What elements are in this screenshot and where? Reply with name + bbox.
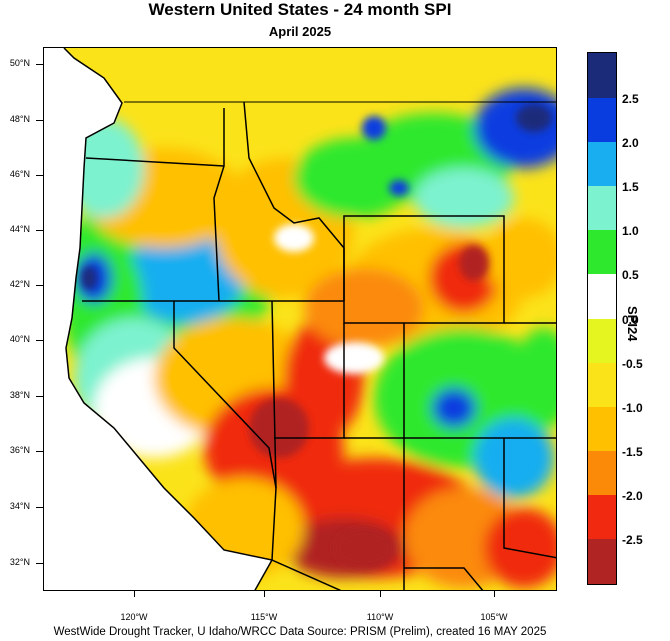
colorbar-label: 2.0 [622, 136, 639, 150]
colorbar-segment [588, 230, 616, 274]
lat-label-46: 46°N [9, 169, 30, 179]
lon-tick [380, 591, 381, 597]
lat-label-40: 40°N [9, 334, 30, 344]
lat-label-32: 32°N [9, 557, 30, 567]
lat-tick [36, 175, 43, 176]
lat-tick [36, 64, 43, 65]
lon-tick [264, 591, 265, 597]
lat-label-44: 44°N [9, 224, 30, 234]
lat-tick [36, 120, 43, 121]
colorbar-label: -2.0 [622, 489, 643, 503]
spi-colorbar [587, 52, 617, 585]
lat-label-38: 38°N [9, 390, 30, 400]
lat-label-50: 50°N [9, 58, 30, 68]
colorbar-segment [588, 142, 616, 186]
colorbar-label: 2.5 [622, 92, 639, 106]
colorbar-label: 1.0 [622, 224, 639, 238]
colorbar-segment [588, 274, 616, 319]
lon-label-115: 115°W [250, 612, 278, 622]
colorbar-segment [588, 539, 616, 584]
colorbar-label: 0.0 [622, 313, 639, 327]
lat-label-34: 34°N [9, 501, 30, 511]
colorbar-segment [588, 319, 616, 363]
state-borders [63, 48, 556, 590]
colorbar-segment [588, 98, 616, 142]
lon-label-110: 110°W [366, 612, 394, 622]
lat-label-36: 36°N [9, 445, 30, 455]
lon-label-120: 120°W [120, 612, 148, 622]
lat-tick [36, 563, 43, 564]
lat-tick [36, 230, 43, 231]
map-canvas [63, 48, 556, 590]
lat-tick [36, 507, 43, 508]
lon-tick [494, 591, 495, 597]
colorbar-label: 1.5 [622, 180, 639, 194]
lon-label-105: 105°W [480, 612, 508, 622]
colorbar-label: -1.5 [622, 445, 643, 459]
colorbar-label: -0.5 [622, 357, 643, 371]
spi-field [64, 48, 556, 590]
colorbar-label: -2.5 [622, 533, 643, 547]
spi-map [43, 47, 557, 591]
colorbar-segment [588, 53, 616, 98]
lat-tick [36, 340, 43, 341]
colorbar-segment [588, 407, 616, 451]
lat-label-48: 48°N [9, 114, 30, 124]
lat-label-42: 42°N [9, 279, 30, 289]
lat-tick [36, 396, 43, 397]
colorbar-label: -1.0 [622, 401, 643, 415]
colorbar-segment [588, 495, 616, 539]
colorbar-segment [588, 451, 616, 495]
lat-tick [36, 451, 43, 452]
map-subtitle: April 2025 [268, 24, 332, 39]
footer-credit: WestWide Drought Tracker, U Idaho/WRCC D… [53, 626, 547, 638]
colorbar-segment [588, 186, 616, 230]
lon-tick [134, 591, 135, 597]
lat-tick [36, 285, 43, 286]
colorbar-label: 0.5 [622, 268, 639, 282]
colorbar-title: SPI24 [625, 306, 640, 342]
colorbar-segment [588, 363, 616, 407]
map-title: Western United States - 24 month SPI [148, 0, 452, 19]
